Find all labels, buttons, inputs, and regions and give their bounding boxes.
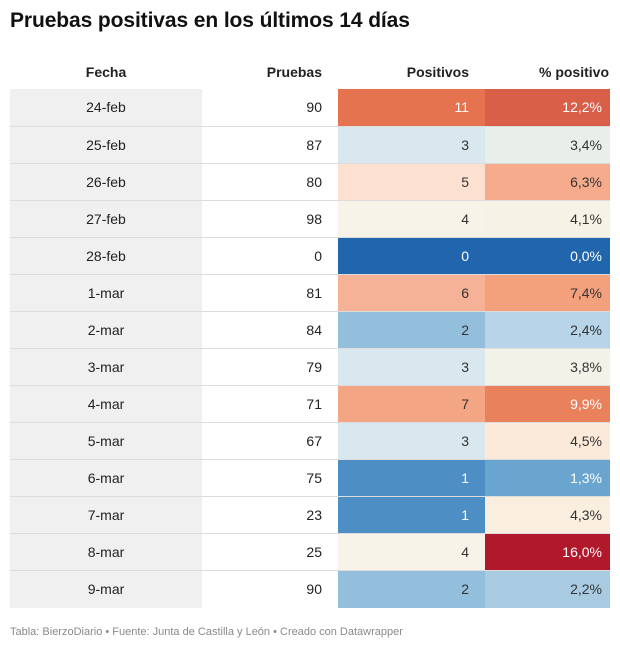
cell-pruebas: 80 [306,174,322,190]
cell-positivos: 6 [338,275,485,312]
table-row: 26-feb 80 5 6,3% [10,163,610,201]
chart-title: Pruebas positivas en los últimos 14 días [10,9,410,32]
table-row: 27-feb 98 4 4,1% [10,200,610,238]
cell-porcentaje: 3,4% [485,127,610,164]
cell-pruebas: 90 [306,581,322,597]
table-header: Fecha Pruebas Positivos % positivo [10,54,610,89]
table-row: 8-mar 25 4 16,0% [10,533,610,571]
cell-positivos: 2 [338,571,485,608]
table-row: 25-feb 87 3 3,4% [10,126,610,164]
cell-porcentaje: 12,2% [485,89,610,126]
cell-porcentaje: 4,1% [485,201,610,238]
cell-positivos: 1 [338,460,485,497]
cell-porcentaje: 4,5% [485,423,610,460]
cell-pruebas: 71 [306,396,322,412]
cell-porcentaje: 9,9% [485,386,610,423]
table-row: 1-mar 81 6 7,4% [10,274,610,312]
header-positivos[interactable]: Positivos [406,64,469,80]
cell-porcentaje: 6,3% [485,164,610,201]
cell-positivos: 0 [338,238,485,275]
cell-porcentaje: 1,3% [485,460,610,497]
cell-pruebas: 98 [306,211,322,227]
cell-positivos: 11 [338,89,485,126]
cell-fecha: 1-mar [10,275,202,312]
cell-fecha: 27-feb [10,201,202,238]
cell-pruebas: 75 [306,470,322,486]
table-row: 3-mar 79 3 3,8% [10,348,610,386]
header-fecha[interactable]: Fecha [85,64,127,80]
table-row: 7-mar 23 1 4,3% [10,496,610,534]
cell-positivos: 3 [338,423,485,460]
cell-fecha: 5-mar [10,423,202,460]
cell-fecha: 8-mar [10,534,202,571]
cell-fecha: 2-mar [10,312,202,349]
cell-fecha: 7-mar [10,497,202,534]
table-row: 2-mar 84 2 2,4% [10,311,610,349]
table-row: 6-mar 75 1 1,3% [10,459,610,497]
header-porcentaje[interactable]: % positivo [538,64,609,80]
cell-fecha: 9-mar [10,571,202,608]
cell-porcentaje: 16,0% [485,534,610,571]
cell-porcentaje: 2,4% [485,312,610,349]
cell-pruebas: 87 [306,137,322,153]
cell-pruebas: 25 [306,544,322,560]
cell-pruebas: 79 [306,359,322,375]
table-row: 24-feb 90 11 12,2% [10,89,610,126]
cell-positivos: 4 [338,201,485,238]
cell-fecha: 4-mar [10,386,202,423]
cell-fecha: 6-mar [10,460,202,497]
cell-positivos: 2 [338,312,485,349]
cell-porcentaje: 7,4% [485,275,610,312]
table-row: 9-mar 90 2 2,2% [10,570,610,608]
table-body: 24-feb 90 11 12,2% 25-feb 87 3 3,4% 26-feb 80 5 6,3… [10,89,610,608]
cell-pruebas: 84 [306,322,322,338]
cell-positivos: 4 [338,534,485,571]
cell-fecha: 24-feb [10,89,202,126]
cell-porcentaje: 0,0% [485,238,610,275]
cell-pruebas: 81 [306,285,322,301]
cell-fecha: 26-feb [10,164,202,201]
cell-porcentaje: 3,8% [485,349,610,386]
cell-fecha: 28-feb [10,238,202,275]
table-row: 28-feb 0 0 0,0% [10,237,610,275]
cell-positivos: 1 [338,497,485,534]
cell-pruebas: 67 [306,433,322,449]
cell-pruebas: 90 [306,99,322,115]
table-row: 5-mar 67 3 4,5% [10,422,610,460]
cell-pruebas: 0 [314,248,322,264]
cell-fecha: 3-mar [10,349,202,386]
footer-credits: Tabla: BierzoDiario • Fuente: Junta de C… [10,626,403,638]
header-pruebas[interactable]: Pruebas [266,64,322,80]
cell-positivos: 5 [338,164,485,201]
data-table: Fecha Pruebas Positivos % positivo 24-fe… [10,54,610,608]
cell-positivos: 3 [338,127,485,164]
cell-positivos: 3 [338,349,485,386]
cell-porcentaje: 4,3% [485,497,610,534]
cell-porcentaje: 2,2% [485,571,610,608]
table-row: 4-mar 71 7 9,9% [10,385,610,423]
cell-fecha: 25-feb [10,127,202,164]
cell-pruebas: 23 [306,507,322,523]
cell-positivos: 7 [338,386,485,423]
